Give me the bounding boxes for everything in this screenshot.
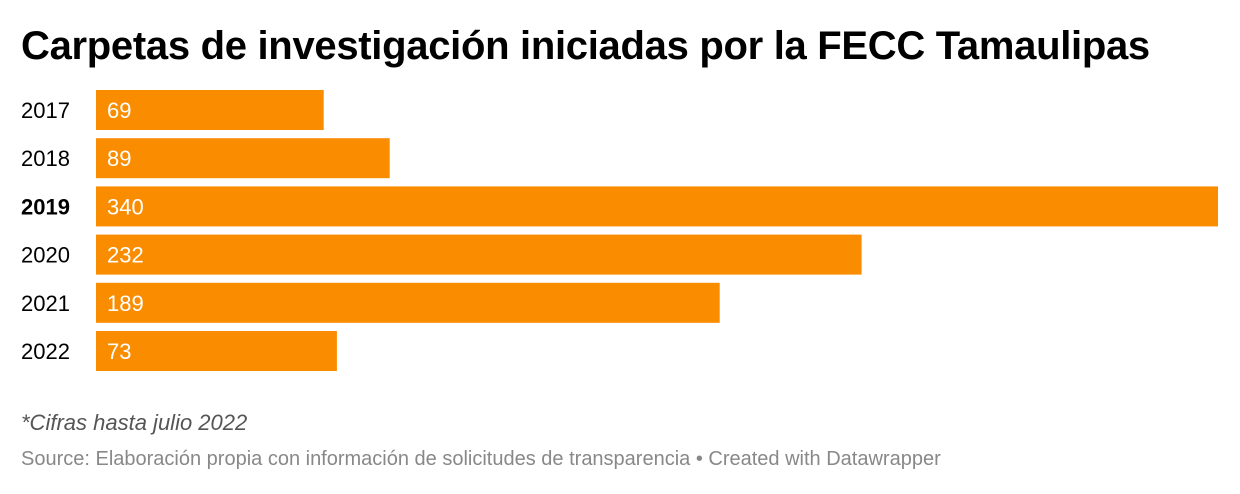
category-label-2019: 2019	[21, 194, 70, 219]
bar-2017	[96, 90, 324, 130]
value-label-2022: 73	[107, 339, 131, 364]
category-label-2018: 2018	[21, 146, 70, 171]
bar-2020	[96, 234, 862, 275]
bar-chart: 2017 69 2018 89 2019 340 2020 232 2021 189 2022 73	[21, 90, 1218, 371]
value-label-2018: 89	[107, 146, 131, 171]
chart-title: Carpetas de investigación iniciadas por …	[21, 24, 1150, 68]
category-label-2017: 2017	[21, 98, 70, 123]
source-line: Source: Elaboración propia con informaci…	[21, 448, 941, 470]
bar-2021	[96, 282, 720, 323]
bar-2019	[96, 186, 1218, 227]
bar-2018	[96, 138, 390, 179]
value-label-2019: 340	[107, 194, 144, 219]
value-label-2021: 189	[107, 291, 144, 316]
category-label-2022: 2022	[21, 339, 70, 364]
bar-2022	[96, 331, 337, 371]
category-label-2020: 2020	[21, 243, 70, 268]
footnote: *Cifras hasta julio 2022	[21, 410, 248, 435]
category-label-2021: 2021	[21, 291, 70, 316]
value-label-2020: 232	[107, 243, 144, 268]
value-label-2017: 69	[107, 98, 131, 123]
